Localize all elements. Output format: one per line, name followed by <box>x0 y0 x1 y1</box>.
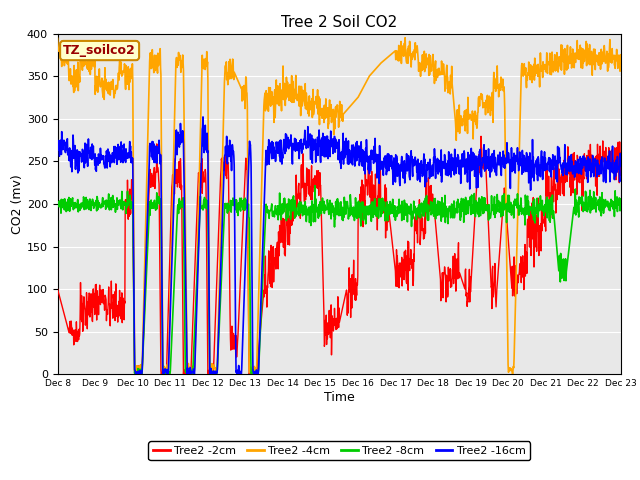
Title: Tree 2 Soil CO2: Tree 2 Soil CO2 <box>281 15 397 30</box>
X-axis label: Time: Time <box>324 391 355 404</box>
Legend: Tree2 -2cm, Tree2 -4cm, Tree2 -8cm, Tree2 -16cm: Tree2 -2cm, Tree2 -4cm, Tree2 -8cm, Tree… <box>148 441 530 460</box>
Y-axis label: CO2 (mv): CO2 (mv) <box>11 174 24 234</box>
Text: TZ_soilco2: TZ_soilco2 <box>63 44 136 57</box>
